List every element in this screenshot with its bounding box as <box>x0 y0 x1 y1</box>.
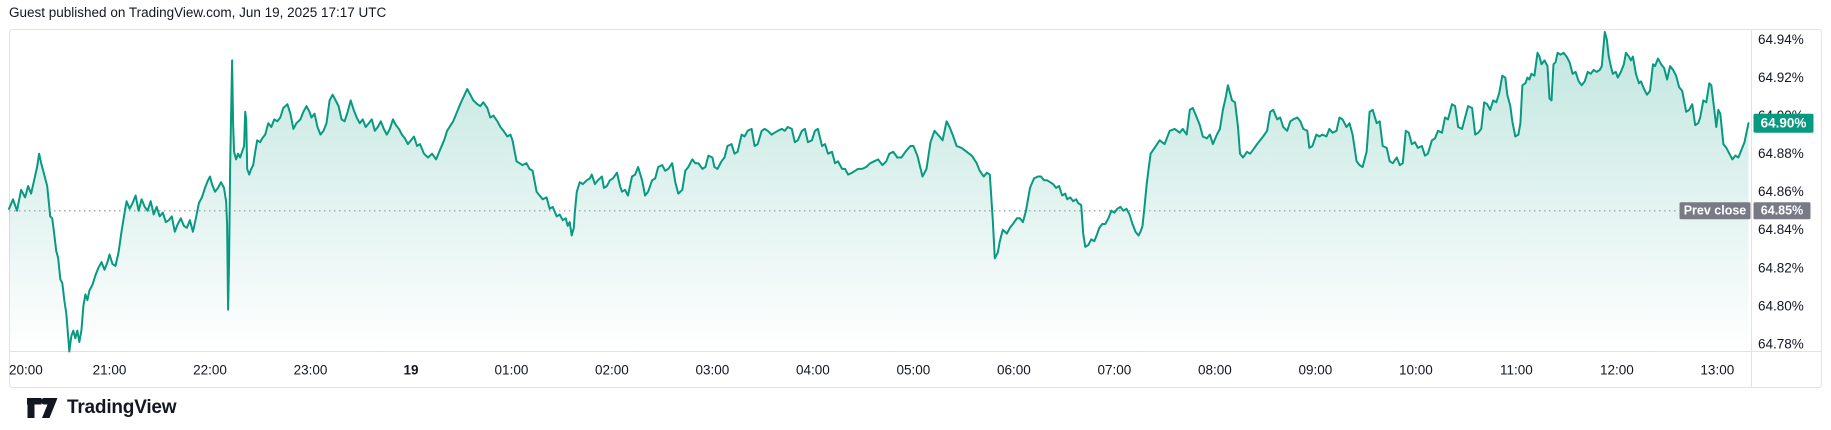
brand-footer: TradingView <box>27 397 177 419</box>
price-line[interactable] <box>8 30 1750 353</box>
time-scale-tick-label: 02:00 <box>595 363 629 378</box>
price-scale-tick-label: 64.92% <box>1758 70 1804 85</box>
time-scale-tick-label: 19 <box>403 363 418 378</box>
price-scale-tick-label: 64.82% <box>1758 260 1804 275</box>
publish-info-line: Guest published on TradingView.com, Jun … <box>9 5 387 20</box>
price-scale-tick-label: 64.86% <box>1758 184 1804 199</box>
current-price-badge <box>1753 113 1814 133</box>
brand-name[interactable]: TradingView <box>67 397 177 418</box>
tradingview-logo-icon[interactable] <box>27 398 58 418</box>
time-scale-tick-label: 04:00 <box>796 363 830 378</box>
time-scale-tick-label: 06:00 <box>997 363 1031 378</box>
price-scale-tick-label: 64.78% <box>1758 336 1804 351</box>
price-scale-tick-label: 64.84% <box>1758 222 1804 237</box>
price-scale-tick-label: 64.80% <box>1758 298 1804 313</box>
time-scale-tick-label: 12:00 <box>1600 363 1634 378</box>
price-scale-tick-label: 64.88% <box>1758 146 1804 161</box>
time-scale-tick-label: 07:00 <box>1097 363 1131 378</box>
time-scale-tick-label: 05:00 <box>897 363 931 378</box>
time-scale-tick-label: 09:00 <box>1298 363 1332 378</box>
prev-close-value-text: 64.85% <box>1761 204 1803 218</box>
prev-close-label-badge <box>1679 202 1751 220</box>
time-scale-tick-label: 13:00 <box>1700 363 1734 378</box>
current-price-text: 64.90% <box>1761 116 1807 131</box>
price-area-fill <box>9 31 1749 352</box>
time-scale-tick-label: 10:00 <box>1399 363 1433 378</box>
time-scale-tick-label: 01:00 <box>495 363 529 378</box>
time-scale-tick-label: 11:00 <box>1500 363 1533 378</box>
time-scale-tick-label: 20:00 <box>9 363 43 378</box>
time-scale-tick-label: 23:00 <box>294 363 328 378</box>
prev-close-value-badge <box>1753 202 1811 220</box>
prev-close-label-text: Prev close <box>1684 204 1747 218</box>
price-scale-tick-label: 64.94% <box>1758 32 1804 47</box>
time-scale-tick-label: 22:00 <box>193 363 227 378</box>
time-scale-tick-label: 21:00 <box>93 363 127 378</box>
time-scale-tick-label: 08:00 <box>1198 363 1232 378</box>
time-scale-tick-label: 03:00 <box>696 363 730 378</box>
